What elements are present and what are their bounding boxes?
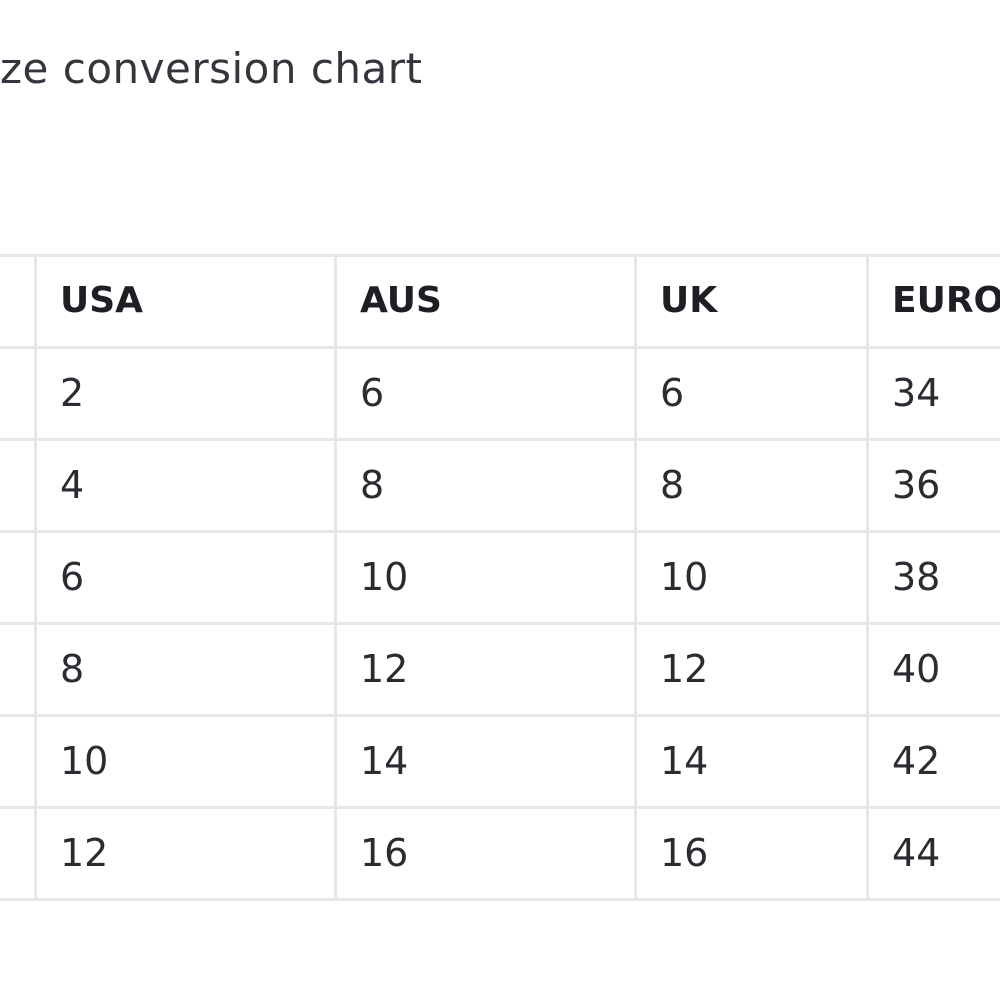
table-cell: 34 <box>892 371 941 415</box>
table-cell: 10 <box>360 555 409 599</box>
row-border <box>0 529 1000 533</box>
row-border <box>0 621 1000 625</box>
column-border <box>33 255 37 899</box>
table-cell: 16 <box>660 831 709 875</box>
table-cell: 14 <box>360 739 409 783</box>
table-cell: 6 <box>660 371 685 415</box>
column-header: UK <box>660 280 718 321</box>
table-cell: 12 <box>360 647 409 691</box>
table-cell: 44 <box>892 831 941 875</box>
column-border <box>865 255 869 899</box>
table-cell: 12 <box>60 831 109 875</box>
table-cell: 12 <box>660 647 709 691</box>
column-header: EURO <box>892 280 1000 321</box>
table-cell: 38 <box>892 555 941 599</box>
table-cell: 36 <box>892 463 941 507</box>
table-cell: 6 <box>60 555 85 599</box>
table-cell: 4 <box>60 463 85 507</box>
row-border <box>0 897 1000 901</box>
table-cell: 2 <box>60 371 85 415</box>
table-cell: 8 <box>60 647 85 691</box>
column-border <box>633 255 637 899</box>
row-border <box>0 713 1000 717</box>
row-border <box>0 345 1000 349</box>
table-cell: 10 <box>60 739 109 783</box>
column-header: USA <box>60 280 144 321</box>
page-title: ze conversion chart <box>0 44 423 93</box>
column-header: AUS <box>360 280 442 321</box>
row-border <box>0 253 1000 257</box>
table-cell: 6 <box>360 371 385 415</box>
table-cell: 14 <box>660 739 709 783</box>
row-border <box>0 805 1000 809</box>
table-cell: 8 <box>360 463 385 507</box>
table-cell: 10 <box>660 555 709 599</box>
table-cell: 8 <box>660 463 685 507</box>
table-cell: 42 <box>892 739 941 783</box>
table-cell: 40 <box>892 647 941 691</box>
table-cell: 16 <box>360 831 409 875</box>
column-border <box>333 255 337 899</box>
row-border <box>0 437 1000 441</box>
